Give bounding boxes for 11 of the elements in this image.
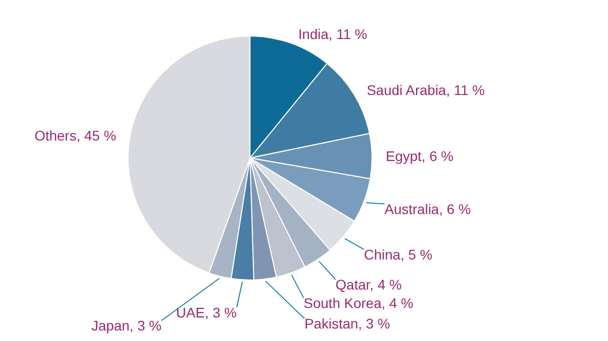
- slice-label: South Korea, 4 %: [304, 295, 414, 312]
- slice-label: Egypt, 6 %: [386, 148, 454, 164]
- slice-label: Pakistan, 3 %: [304, 316, 390, 332]
- slice-label: Japan, 3 %: [91, 318, 162, 334]
- slice-label: Saudi Arabia, 11 %: [366, 82, 485, 98]
- slice-label: UAE, 3 %: [176, 304, 237, 321]
- slice-label: Qatar, 4 %: [336, 276, 402, 293]
- slice-label: Others, 45 %: [34, 128, 116, 144]
- slice-label: India, 11 %: [298, 26, 368, 42]
- slice-label: Australia, 6 %: [384, 200, 471, 217]
- slice-label: China, 5 %: [364, 246, 432, 262]
